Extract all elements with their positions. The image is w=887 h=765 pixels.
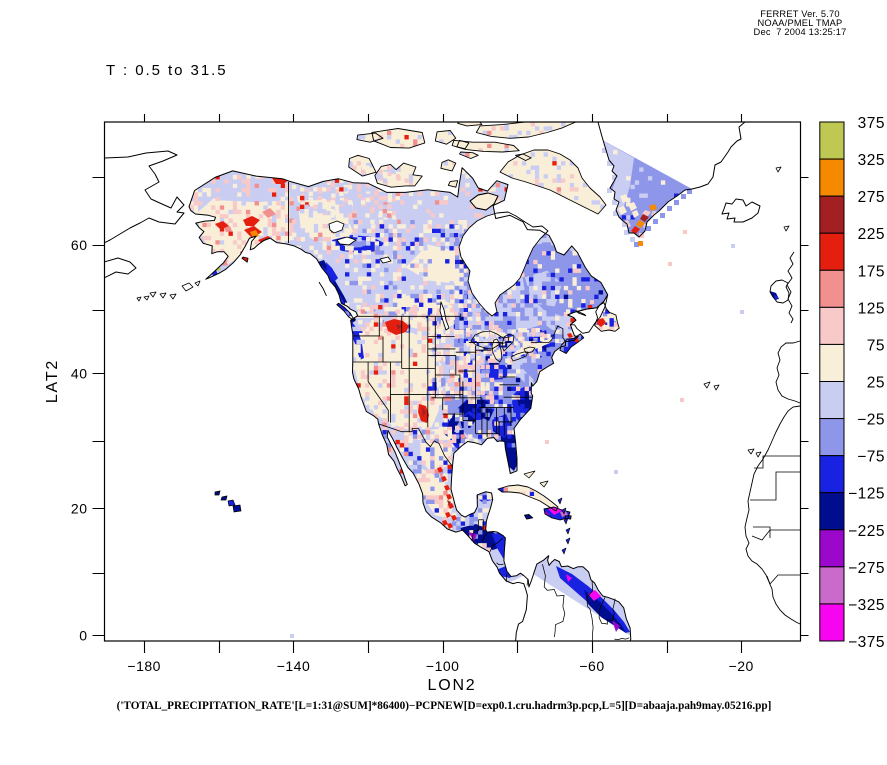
svg-text:Dec 7 2004 13:25:17: Dec 7 2004 13:25:17: [754, 27, 847, 37]
svg-text:−325: −325: [848, 597, 885, 614]
svg-text:−275: −275: [848, 560, 885, 577]
svg-text:−60: −60: [579, 658, 604, 674]
svg-text:275: 275: [858, 189, 885, 206]
svg-text:LAT2: LAT2: [44, 359, 61, 403]
svg-text:−100: −100: [426, 658, 460, 674]
svg-text:375: 375: [858, 115, 885, 132]
svg-text:−225: −225: [848, 523, 885, 540]
svg-text:20: 20: [71, 501, 88, 517]
svg-text:0: 0: [79, 628, 87, 644]
svg-text:−375: −375: [848, 634, 885, 651]
svg-text:−25: −25: [857, 412, 885, 429]
svg-text:LON2: LON2: [428, 677, 477, 694]
svg-text:NOAA/PMEL TMAP: NOAA/PMEL TMAP: [758, 18, 843, 28]
svg-text:−75: −75: [857, 449, 885, 466]
svg-text:−20: −20: [729, 658, 754, 674]
svg-text:−125: −125: [848, 486, 885, 503]
svg-text:225: 225: [858, 226, 885, 243]
svg-text:('TOTAL_PRECIPITATION_RATE'[L=: ('TOTAL_PRECIPITATION_RATE'[L=1:31@SUM]*…: [117, 700, 772, 712]
svg-text:175: 175: [858, 263, 885, 280]
svg-text:125: 125: [858, 300, 885, 317]
svg-text:325: 325: [858, 152, 885, 169]
svg-text:60: 60: [71, 237, 88, 253]
svg-text:−180: −180: [127, 658, 161, 674]
svg-text:−140: −140: [277, 658, 311, 674]
svg-text:25: 25: [867, 375, 885, 392]
svg-text:75: 75: [867, 337, 885, 354]
svg-text:T : 0.5 to 31.5: T : 0.5 to 31.5: [106, 62, 228, 79]
svg-text:FERRET Ver. 5.70: FERRET Ver. 5.70: [760, 9, 840, 19]
svg-text:40: 40: [71, 365, 88, 381]
